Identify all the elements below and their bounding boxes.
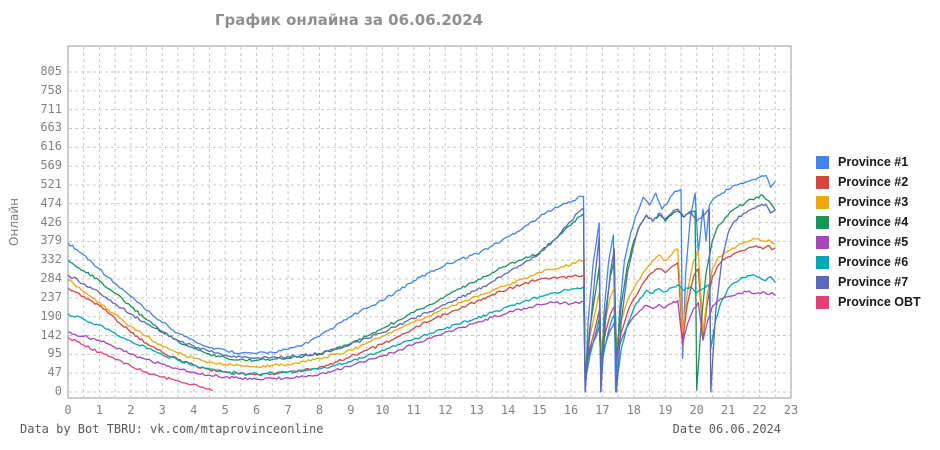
y-tick-label: 616	[40, 139, 62, 154]
date-note: Date 06.06.2024	[672, 422, 781, 436]
x-tick-label: 23	[783, 403, 799, 417]
series-line-province-5	[67, 290, 776, 381]
legend-item: Province #1	[816, 152, 921, 172]
x-tick-label: 20	[689, 403, 704, 417]
legend-item: Province #3	[816, 192, 921, 212]
y-tick-label: 142	[40, 327, 62, 342]
legend-item: Province #2	[816, 172, 921, 192]
x-tick-label: 13	[469, 403, 484, 417]
legend-color-swatch	[816, 295, 829, 309]
y-tick-label: 569	[40, 158, 62, 173]
legend-label: Province #7	[838, 275, 909, 289]
x-tick-label: 21	[720, 403, 736, 417]
legend-label: Province #1	[838, 155, 909, 169]
y-tick-label: 332	[40, 252, 62, 267]
chart-title: График онлайна за 06.06.2024	[214, 11, 484, 29]
legend-label: Province #4	[838, 215, 909, 229]
series-line-province-4	[67, 194, 776, 391]
x-tick-label: 12	[437, 403, 453, 417]
x-tick-label: 17	[595, 403, 610, 417]
x-tick-label: 4	[190, 403, 198, 417]
legend-label: Province OBT	[838, 295, 921, 309]
y-tick-label: 95	[47, 346, 62, 361]
x-tick-label: 18	[626, 403, 642, 417]
x-tick-label: 9	[347, 403, 355, 417]
y-tick-label: 47	[47, 365, 62, 380]
y-tick-label: 426	[40, 214, 62, 229]
legend-label: Province #5	[838, 235, 909, 249]
x-tick-label: 14	[500, 403, 516, 417]
y-tick-label: 521	[40, 176, 62, 191]
x-tick-label: 2	[127, 403, 135, 417]
series-line-province-obt	[67, 336, 213, 392]
legend-label: Province #6	[838, 255, 909, 269]
series-line-province-2	[67, 245, 776, 377]
x-tick-label: 1	[95, 403, 104, 417]
series-line-province-1	[67, 174, 776, 393]
y-tick-label: 474	[40, 195, 62, 210]
legend-color-swatch	[816, 155, 829, 169]
legend-label: Province #2	[838, 175, 909, 189]
x-tick-label: 15	[532, 403, 547, 417]
y-tick-label: 663	[40, 120, 62, 135]
y-tick-label: 284	[40, 271, 62, 286]
series-line-province-6	[67, 274, 776, 387]
y-tick-label: 711	[40, 101, 62, 116]
x-tick-label: 7	[284, 403, 292, 417]
legend-item: Province #4	[816, 212, 921, 232]
legend-item: Province #7	[816, 272, 921, 292]
series-line-province-3	[67, 237, 776, 373]
legend-color-swatch	[816, 215, 829, 229]
chart-series-lines	[67, 174, 776, 393]
y-tick-label: 379	[40, 233, 62, 248]
x-tick-label: 19	[658, 403, 673, 417]
legend-item: Province #5	[816, 232, 921, 252]
x-tick-label: 22	[752, 403, 767, 417]
x-tick-label: 3	[158, 403, 166, 417]
y-tick-label: 758	[40, 82, 62, 97]
x-tick-label: 8	[315, 403, 324, 417]
plot-border	[67, 45, 792, 399]
x-tick-label: 5	[221, 403, 229, 417]
x-tick-label: 10	[375, 403, 390, 417]
series-line-province-7	[67, 203, 776, 393]
legend-color-swatch	[816, 195, 829, 209]
y-tick-label: 805	[40, 64, 62, 78]
y-tick-label: 190	[40, 308, 62, 323]
legend-label: Province #3	[838, 195, 909, 209]
x-tick-label: 16	[563, 403, 579, 417]
x-tick-label: 11	[406, 403, 421, 417]
legend-color-swatch	[816, 175, 829, 189]
legend-color-swatch	[816, 255, 829, 269]
y-tick-label: 0	[54, 384, 62, 398]
x-tick-label: 6	[252, 403, 261, 417]
y-tick-label: 237	[40, 289, 62, 304]
legend-color-swatch	[816, 235, 829, 249]
legend-item: Province #6	[816, 252, 921, 272]
data-source-note: Data by Bot TBRU: vk.com/mtaprovinceonli…	[20, 422, 324, 436]
gridlines	[69, 47, 790, 397]
x-tick-label: 0	[64, 403, 72, 417]
legend-color-swatch	[816, 275, 829, 289]
legend-item: Province OBT	[816, 292, 921, 312]
legend: Province #1 Province #2 Province #3 Provinc…	[816, 152, 921, 312]
